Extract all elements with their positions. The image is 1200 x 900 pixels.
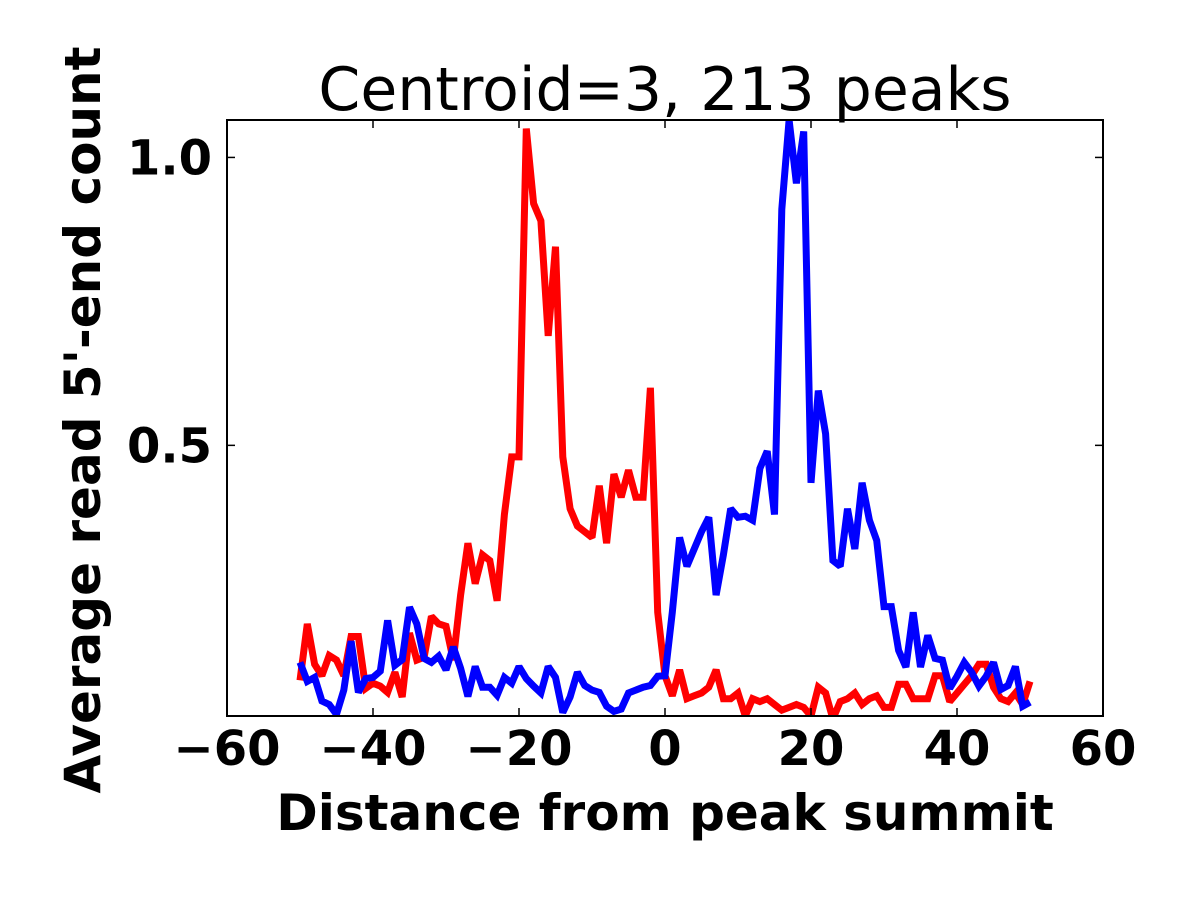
- chart-title: Centroid=3, 213 peaks: [318, 55, 1011, 125]
- y-axis-label: Average read 5'-end count: [54, 46, 112, 793]
- x-tick-label: −40: [319, 721, 426, 777]
- x-tick-label: 0: [648, 721, 681, 777]
- x-tick-label: 20: [778, 721, 845, 777]
- x-tick-label: −60: [173, 721, 280, 777]
- plot-frame: [226, 119, 1104, 717]
- y-tick-label: 0.5: [127, 418, 212, 474]
- x-axis-label: Distance from peak summit: [276, 784, 1054, 842]
- x-tick-label: 60: [1070, 721, 1137, 777]
- series-line-blue: [296, 120, 1032, 716]
- x-tick-label: −20: [465, 721, 572, 777]
- x-tick-label: 40: [924, 721, 991, 777]
- y-tick-label: 1.0: [127, 130, 212, 186]
